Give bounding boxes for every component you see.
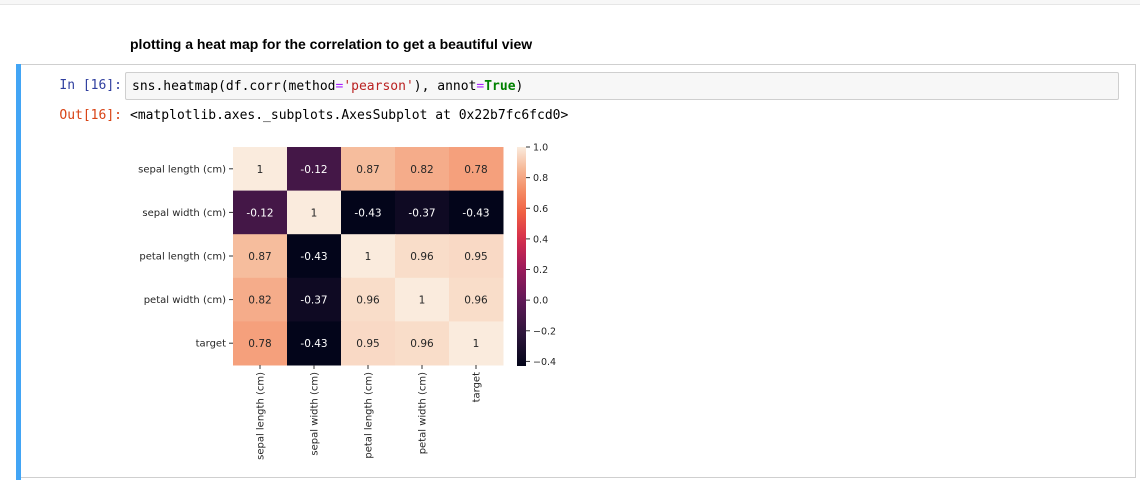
heatmap-cell-1-0 [233, 190, 288, 235]
heatmap-annotation-3-2: 0.96 [356, 295, 380, 307]
heatmap-annotation-0-4: 0.78 [464, 164, 487, 176]
y-tick-label-0: sepal length (cm) [138, 164, 226, 175]
heatmap-annotation-1-0: -0.12 [246, 207, 273, 219]
heatmap-cell-0-3 [395, 147, 450, 192]
heatmap-annotation-2-2: 1 [365, 251, 372, 263]
colorbar-tick-label-1: 0.8 [533, 173, 548, 184]
heatmap-annotation-4-2: 0.95 [356, 338, 379, 350]
code-text: sns.heatmap(df.corr(method='pearson'), a… [132, 79, 524, 94]
x-tick-label-2: petal length (cm) [364, 372, 375, 459]
y-tick-label-2: petal length (cm) [139, 252, 226, 263]
colorbar-tick-label-0: 1.0 [533, 143, 548, 154]
heatmap-annotation-0-3: 0.82 [410, 164, 433, 176]
heatmap-cell-4-2 [341, 321, 396, 366]
heatmap-cell-3-2 [341, 277, 396, 322]
output-text: <matplotlib.axes._subplots.AxesSubplot a… [130, 108, 569, 123]
heatmap-cell-4-4 [449, 321, 504, 366]
heatmap-annotation-4-4: 1 [473, 338, 480, 350]
heatmap-cell-2-1 [287, 234, 342, 279]
heatmap-annotation-1-4: -0.43 [462, 207, 489, 219]
x-tick-label-4: target [472, 372, 483, 402]
heatmap-annotation-4-1: -0.43 [300, 338, 327, 350]
heatmap-annotation-2-4: 0.95 [464, 251, 487, 263]
colorbar [517, 147, 526, 366]
heatmap-annotation-1-3: -0.37 [408, 207, 435, 219]
heatmap-cell-3-0 [233, 277, 288, 322]
y-tick-label-4: target [196, 339, 226, 350]
x-tick-label-0: sepal length (cm) [256, 372, 267, 460]
code-cell[interactable] [16, 64, 1136, 478]
heatmap-annotation-2-1: -0.43 [300, 251, 327, 263]
colorbar-tick-label-7: −0.4 [533, 357, 556, 368]
colorbar-tick-label-5: 0.0 [533, 296, 548, 307]
heatmap-annotation-3-4: 0.96 [464, 295, 488, 307]
heatmap-cell-1-4 [449, 190, 504, 235]
heatmap-cell-4-3 [395, 321, 450, 366]
heatmap-cell-0-4 [449, 147, 504, 192]
colorbar-tick-label-2: 0.6 [533, 204, 548, 215]
output-prompt: Out[16]: [59, 108, 122, 123]
heatmap-annotation-0-0: 1 [257, 164, 264, 176]
heatmap-annotation-2-3: 0.96 [410, 251, 434, 263]
y-tick-label-1: sepal width (cm) [142, 208, 226, 219]
input-prompt: In [16]: [59, 78, 122, 93]
heatmap-annotation-1-1: 1 [311, 207, 318, 219]
x-tick-label-3: petal width (cm) [418, 372, 429, 454]
y-tick-label-3: petal width (cm) [144, 295, 226, 306]
heatmap-annotation-2-0: 0.87 [248, 251, 271, 263]
heatmap-cell-1-1 [287, 190, 342, 235]
heatmap-cell-0-2 [341, 147, 396, 192]
heatmap-cell-3-4 [449, 277, 504, 322]
heatmap-cell-4-0 [233, 321, 288, 366]
heatmap-annotation-4-0: 0.78 [248, 338, 271, 350]
heatmap-cell-0-1 [287, 147, 342, 192]
colorbar-tick-label-6: −0.2 [533, 326, 556, 337]
colorbar-tick-label-4: 0.2 [533, 265, 548, 276]
code-input[interactable]: sns.heatmap(df.corr(method='pearson'), a… [125, 72, 1119, 100]
heatmap-cell-2-0 [233, 234, 288, 279]
heatmap-cell-3-1 [287, 277, 342, 322]
colorbar-tick-label-3: 0.4 [533, 234, 548, 245]
selected-cell-indicator [16, 64, 21, 480]
heatmap-annotation-1-2: -0.43 [354, 207, 381, 219]
heatmap-annotation-3-3: 1 [419, 295, 426, 307]
heatmap-annotation-3-1: -0.37 [300, 295, 327, 307]
heatmap-annotation-0-2: 0.87 [356, 164, 379, 176]
heatmap-annotation-0-1: -0.12 [300, 164, 327, 176]
heatmap-cell-0-0 [233, 147, 288, 192]
x-tick-label-1: sepal width (cm) [310, 372, 321, 456]
heatmap-cell-2-2 [341, 234, 396, 279]
heatmap-cell-2-3 [395, 234, 450, 279]
markdown-text: plotting a heat map for the correlation … [130, 36, 533, 52]
heatmap-annotation-3-0: 0.82 [248, 295, 271, 307]
heatmap-cell-1-2 [341, 190, 396, 235]
heatmap-cell-3-3 [395, 277, 450, 322]
top-strip [0, 0, 1140, 5]
heatmap-annotation-4-3: 0.96 [410, 338, 434, 350]
heatmap-cell-4-1 [287, 321, 342, 366]
heatmap-cell-1-3 [395, 190, 450, 235]
heatmap-cell-2-4 [449, 234, 504, 279]
